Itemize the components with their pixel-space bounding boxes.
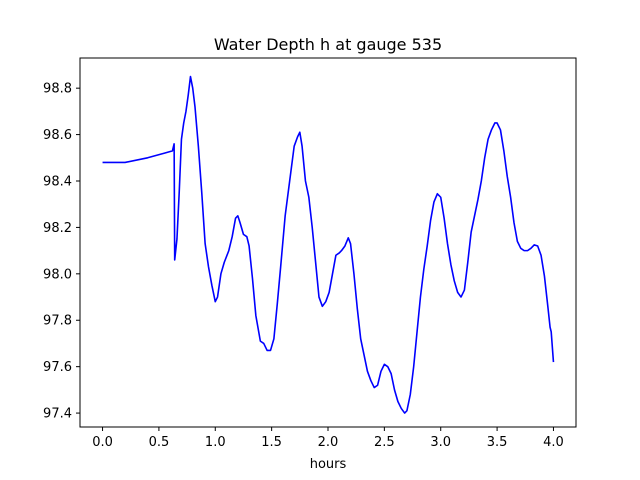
x-tick-label: 3.5 <box>487 435 508 450</box>
series-line-0 <box>102 75 555 414</box>
chart-title: Water Depth h at gauge 535 <box>214 35 442 54</box>
x-tick-label: 3.0 <box>430 435 451 450</box>
y-tick-label: 97.4 <box>43 407 72 422</box>
y-tick-label: 98.0 <box>43 267 72 282</box>
x-tick-label: 1.0 <box>205 435 226 450</box>
x-tick-label: 4.0 <box>543 435 564 450</box>
y-tick-label: 98.6 <box>43 128 72 143</box>
x-axis-label: hours <box>310 457 347 472</box>
y-tick-label: 97.8 <box>43 314 72 329</box>
y-tick-label: 98.4 <box>43 175 72 190</box>
x-tick-label: 1.5 <box>261 435 282 450</box>
y-tick-label: 98.2 <box>43 221 72 236</box>
x-tick-label: 0.5 <box>149 435 170 450</box>
x-tick-label: 2.5 <box>374 435 395 450</box>
y-tick-label: 98.8 <box>43 82 72 97</box>
y-tick-label: 97.6 <box>43 360 72 375</box>
plot-area: 0.0 0.5 1.0 1.5 2.0 2.5 3.0 3.5 4.0 97.4 97.6 97.8 9… <box>43 57 577 450</box>
x-tick-label: 0.0 <box>92 435 113 450</box>
x-tick-label: 2.0 <box>318 435 339 450</box>
